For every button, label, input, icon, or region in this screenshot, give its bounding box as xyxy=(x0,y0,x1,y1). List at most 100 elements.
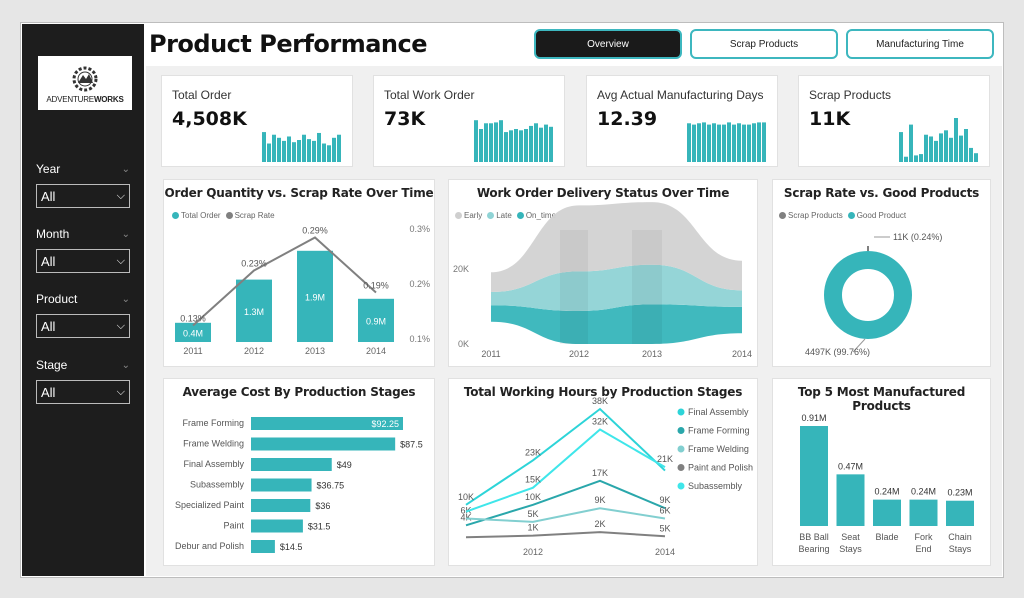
bar xyxy=(251,417,403,430)
product-slicer-label: Product xyxy=(36,292,78,306)
sparkline-bar xyxy=(717,124,721,162)
top5-products-chart-card[interactable]: Top 5 Most Manufactured Products 0.91M BB… xyxy=(772,378,991,566)
stage-dropdown[interactable]: All ⌵ xyxy=(36,380,130,404)
sparkline-bar xyxy=(474,120,478,162)
x-tick-label: Bearing xyxy=(798,544,829,554)
year-dropdown-value: All xyxy=(41,188,56,204)
year-dropdown[interactable]: All ⌵ xyxy=(36,184,130,208)
sparkline-bar xyxy=(307,139,311,162)
x-tick-label: 2014 xyxy=(366,346,386,356)
chart-legend: Total Order Scrap Rate xyxy=(172,211,275,220)
sparkline-bar xyxy=(722,124,726,162)
data-label: 0.9M xyxy=(366,316,386,326)
sparkline-bar xyxy=(737,123,741,162)
sparkline-bar xyxy=(762,122,766,162)
x-tick-label: 2012 xyxy=(244,346,264,356)
sparkline-bar xyxy=(322,143,326,162)
chart-legend: Scrap Products Good Product xyxy=(779,211,906,220)
legend-item[interactable]: Total Order xyxy=(172,211,221,220)
bar xyxy=(909,499,938,526)
kpi-sparkline xyxy=(687,122,766,162)
chart-title: Average Cost By Production Stages xyxy=(182,385,416,399)
stage-slicer[interactable]: Stage ⌄ All ⌵ xyxy=(36,358,130,404)
scrap-products-button[interactable]: Scrap Products xyxy=(690,29,838,59)
kpi-value: 73K xyxy=(384,108,426,130)
legend-label: Late xyxy=(496,211,512,220)
working-hours-chart-card[interactable]: Total Working Hours by Production Stages… xyxy=(448,378,758,566)
sparkline-bar xyxy=(687,123,691,162)
chevron-down-icon[interactable]: ⌄ xyxy=(121,228,130,240)
y-tick-label: Frame Forming xyxy=(182,418,244,428)
legend-item[interactable]: Good Product xyxy=(847,211,906,220)
chevron-down-icon[interactable]: ⌄ xyxy=(121,293,130,305)
sparkline-bar xyxy=(312,140,316,162)
year-slicer[interactable]: Year ⌄ All ⌵ xyxy=(36,162,130,208)
axis-tick-label: 0.3% xyxy=(409,224,430,234)
month-slicer[interactable]: Month ⌄ All ⌵ xyxy=(36,227,130,273)
order-scrap-chart-card[interactable]: Order Quantity vs. Scrap Rate Over Time … xyxy=(163,179,435,367)
sparkline-bar xyxy=(727,122,731,162)
legend-dot xyxy=(677,427,685,434)
chevron-down-icon[interactable]: ⌄ xyxy=(121,163,130,175)
month-dropdown-value: All xyxy=(41,253,56,269)
sparkline-bar xyxy=(529,125,533,162)
scrap-good-chart-card[interactable]: Scrap Rate vs. Good Products Scrap Produ… xyxy=(772,179,991,367)
dashboard-canvas: Total Order 4,508K Total Work Order 73K … xyxy=(146,66,1002,576)
month-slicer-label: Month xyxy=(36,227,70,241)
bar xyxy=(236,279,272,342)
data-label: 0.19% xyxy=(363,281,389,291)
data-label: 0.4M xyxy=(183,328,203,338)
sparkline-bar xyxy=(924,134,928,162)
legend-item[interactable]: Late xyxy=(487,211,512,220)
legend-label: Frame Welding xyxy=(688,444,749,454)
chart-title: Total Working Hours by Production Stages xyxy=(463,385,743,399)
kpi-card-scrap-products[interactable]: Scrap Products 11K xyxy=(798,75,990,167)
avg-cost-chart-card[interactable]: Average Cost By Production Stages Frame … xyxy=(163,378,435,566)
sparkline-bar xyxy=(262,132,266,162)
sparkline-bar xyxy=(692,124,696,162)
chart-legend: Early Late On_time xyxy=(455,211,556,220)
legend-item[interactable]: On_time xyxy=(516,211,557,220)
data-label: 32K xyxy=(592,417,608,427)
kpi-sparkline xyxy=(262,132,341,162)
legend-dot xyxy=(677,445,685,453)
month-dropdown[interactable]: All ⌵ xyxy=(36,249,130,273)
sparkline-bar xyxy=(539,127,543,162)
kpi-card-total-work-order[interactable]: Total Work Order 73K xyxy=(373,75,565,167)
chart-title: Work Order Delivery Status Over Time xyxy=(476,186,730,200)
area-series-early xyxy=(491,202,742,293)
kpi-label: Total Work Order xyxy=(384,88,475,102)
line-series xyxy=(465,479,666,527)
sparkline-bar xyxy=(544,124,548,162)
data-label: 5K xyxy=(527,509,538,519)
kpi-card-total-order[interactable]: Total Order 4,508K xyxy=(161,75,353,167)
y-tick-label: Debur and Polish xyxy=(175,541,244,551)
overview-button[interactable]: Overview xyxy=(534,29,682,59)
data-label: 10K xyxy=(525,492,541,502)
y-tick-label: Paint xyxy=(223,521,244,531)
year-band xyxy=(632,230,662,344)
logo-text-2: WORKS xyxy=(93,94,124,104)
legend-label: Final Assembly xyxy=(688,407,749,417)
product-slicer[interactable]: Product ⌄ All ⌵ xyxy=(36,292,130,338)
legend-item[interactable]: Scrap Rate xyxy=(225,211,275,220)
legend-label: On_time xyxy=(525,211,557,220)
x-tick-label: Stays xyxy=(949,544,972,554)
legend-item[interactable]: Scrap Products xyxy=(779,211,843,220)
legend-dot xyxy=(677,408,685,416)
avg-cost-plot: Frame Forming $92.25 Frame Welding $87.5 Fin… xyxy=(175,417,423,553)
data-label: 15K xyxy=(525,475,541,485)
chevron-down-icon[interactable]: ⌄ xyxy=(121,359,130,371)
legend-item[interactable]: Early xyxy=(455,211,482,220)
kpi-card-avg-manufacturing-days[interactable]: Avg Actual Manufacturing Days 12.39 xyxy=(586,75,778,167)
caret-down-icon: ⌵ xyxy=(116,319,125,332)
order-scrap-plot: 0.3% 0.2% 0.1% 0.4M 2011 1.3M 2012 1.9M 2013 0.9M… xyxy=(175,224,430,356)
delivery-status-chart-card[interactable]: Work Order Delivery Status Over Time Ear… xyxy=(448,179,758,367)
legend-label: Frame Forming xyxy=(688,426,750,436)
manufacturing-time-button[interactable]: Manufacturing Time xyxy=(846,29,994,59)
kpi-value: 12.39 xyxy=(597,108,658,130)
data-label: 21K xyxy=(657,454,673,464)
product-dropdown[interactable]: All ⌵ xyxy=(36,314,130,338)
area-series-late xyxy=(491,264,742,311)
